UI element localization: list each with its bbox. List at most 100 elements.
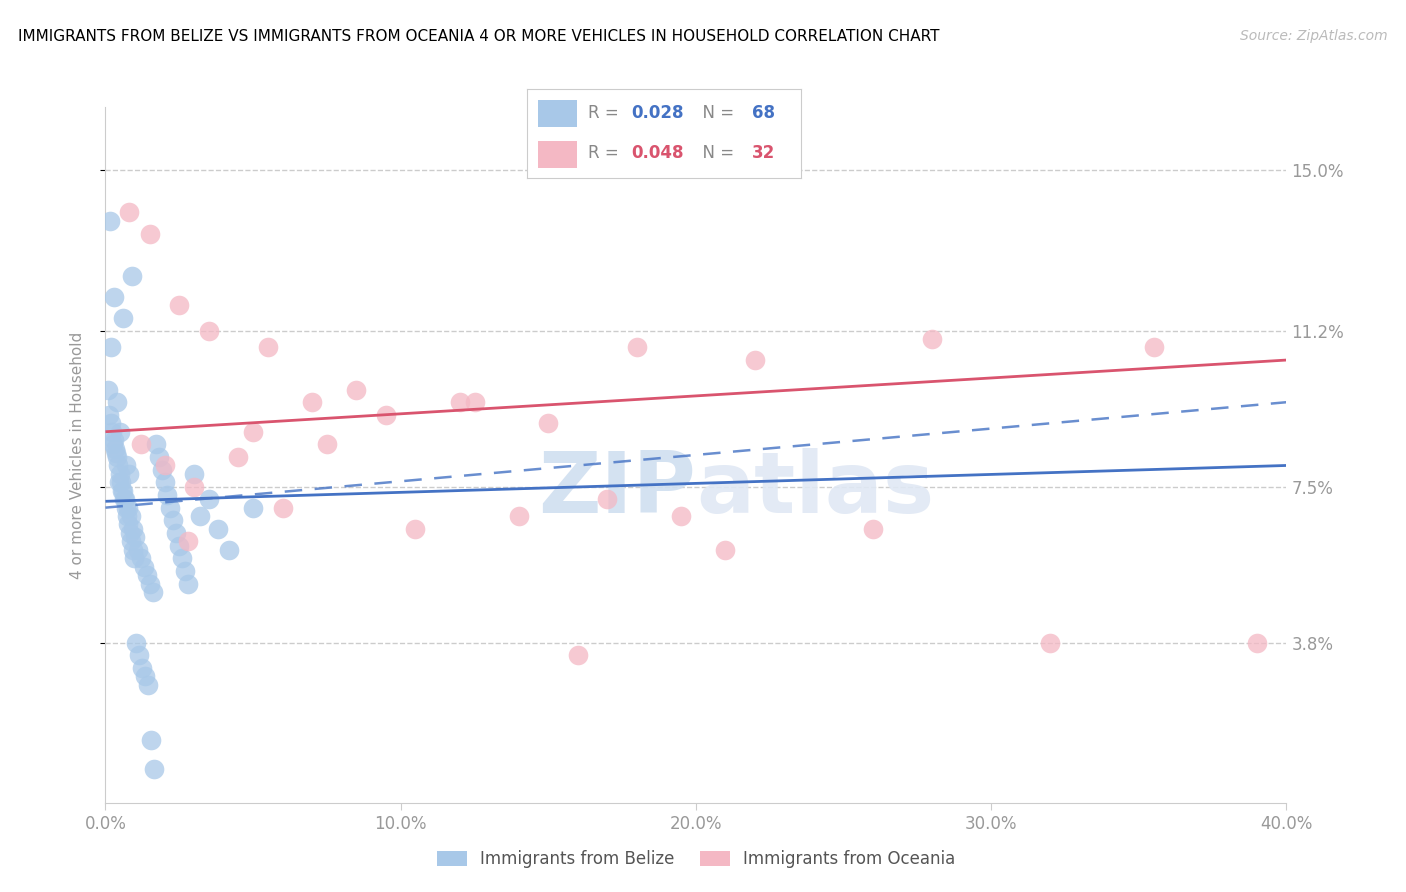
- Point: [162, 513, 184, 527]
- Point: [464, 395, 486, 409]
- Text: N =: N =: [692, 104, 740, 122]
- Point: [118, 467, 141, 481]
- Point: [141, 732, 163, 747]
- Text: atlas: atlas: [696, 448, 934, 532]
- Point: [117, 517, 139, 532]
- FancyBboxPatch shape: [538, 141, 576, 168]
- Legend: Immigrants from Belize, Immigrants from Oceania: Immigrants from Belize, Immigrants from …: [430, 843, 962, 874]
- Point: [105, 395, 128, 409]
- Point: [159, 500, 181, 515]
- Text: 0.048: 0.048: [631, 145, 683, 162]
- Text: 68: 68: [752, 104, 775, 122]
- Text: R =: R =: [588, 145, 624, 162]
- Point: [97, 383, 120, 397]
- Point: [150, 463, 173, 477]
- Point: [135, 568, 157, 582]
- Point: [169, 298, 191, 312]
- Point: [120, 509, 142, 524]
- Point: [374, 408, 398, 422]
- Point: [103, 433, 125, 447]
- Point: [136, 678, 159, 692]
- Point: [104, 442, 127, 456]
- Point: [112, 310, 135, 325]
- Point: [508, 509, 530, 524]
- Point: [115, 458, 138, 473]
- Point: [121, 268, 143, 283]
- Text: 0.028: 0.028: [631, 104, 683, 122]
- Point: [156, 488, 179, 502]
- Y-axis label: 4 or more Vehicles in Household: 4 or more Vehicles in Household: [70, 331, 84, 579]
- Point: [143, 762, 166, 776]
- Point: [169, 539, 191, 553]
- Point: [228, 450, 250, 464]
- Point: [108, 467, 131, 481]
- Point: [100, 340, 122, 354]
- Point: [118, 205, 141, 219]
- Point: [714, 542, 737, 557]
- Point: [256, 340, 278, 354]
- Point: [197, 324, 219, 338]
- Point: [104, 446, 127, 460]
- Point: [183, 467, 205, 481]
- Point: [405, 522, 427, 536]
- Point: [921, 332, 943, 346]
- Point: [172, 551, 194, 566]
- Point: [114, 492, 136, 507]
- Text: ZIP: ZIP: [538, 448, 696, 532]
- Point: [138, 227, 162, 241]
- Point: [165, 525, 187, 540]
- Point: [115, 509, 138, 524]
- Point: [131, 661, 153, 675]
- Point: [134, 669, 156, 683]
- Point: [118, 525, 141, 540]
- Point: [1142, 340, 1164, 354]
- Point: [1246, 635, 1268, 649]
- Point: [626, 340, 648, 354]
- Point: [110, 425, 132, 439]
- Point: [537, 417, 560, 431]
- Point: [107, 458, 129, 473]
- Point: [100, 417, 122, 431]
- Point: [145, 437, 167, 451]
- Point: [120, 534, 142, 549]
- Point: [148, 450, 170, 464]
- Point: [107, 475, 129, 490]
- Point: [177, 576, 200, 591]
- Point: [129, 437, 152, 451]
- Point: [183, 479, 205, 493]
- Point: [242, 425, 264, 439]
- Point: [346, 383, 368, 397]
- Point: [315, 437, 337, 451]
- Point: [138, 576, 162, 591]
- Text: Source: ZipAtlas.com: Source: ZipAtlas.com: [1240, 29, 1388, 43]
- Point: [218, 542, 240, 557]
- Point: [127, 542, 149, 557]
- Point: [124, 530, 146, 544]
- Point: [124, 551, 146, 566]
- Text: R =: R =: [588, 104, 624, 122]
- Point: [101, 425, 124, 439]
- Point: [98, 214, 121, 228]
- FancyBboxPatch shape: [538, 100, 576, 127]
- Text: IMMIGRANTS FROM BELIZE VS IMMIGRANTS FROM OCEANIA 4 OR MORE VEHICLES IN HOUSEHOL: IMMIGRANTS FROM BELIZE VS IMMIGRANTS FRO…: [18, 29, 939, 44]
- Point: [301, 395, 323, 409]
- Point: [121, 542, 143, 557]
- Point: [122, 522, 145, 536]
- Point: [174, 564, 197, 578]
- Point: [112, 492, 135, 507]
- Point: [117, 500, 139, 515]
- Point: [98, 408, 121, 422]
- Point: [111, 483, 134, 498]
- Point: [110, 475, 132, 490]
- Point: [103, 290, 125, 304]
- Point: [142, 585, 165, 599]
- Point: [129, 551, 152, 566]
- Point: [862, 522, 884, 536]
- Point: [596, 492, 619, 507]
- Point: [567, 648, 589, 663]
- Point: [1039, 635, 1062, 649]
- Point: [197, 492, 219, 507]
- Point: [271, 500, 294, 515]
- Point: [114, 500, 136, 515]
- Point: [105, 450, 128, 464]
